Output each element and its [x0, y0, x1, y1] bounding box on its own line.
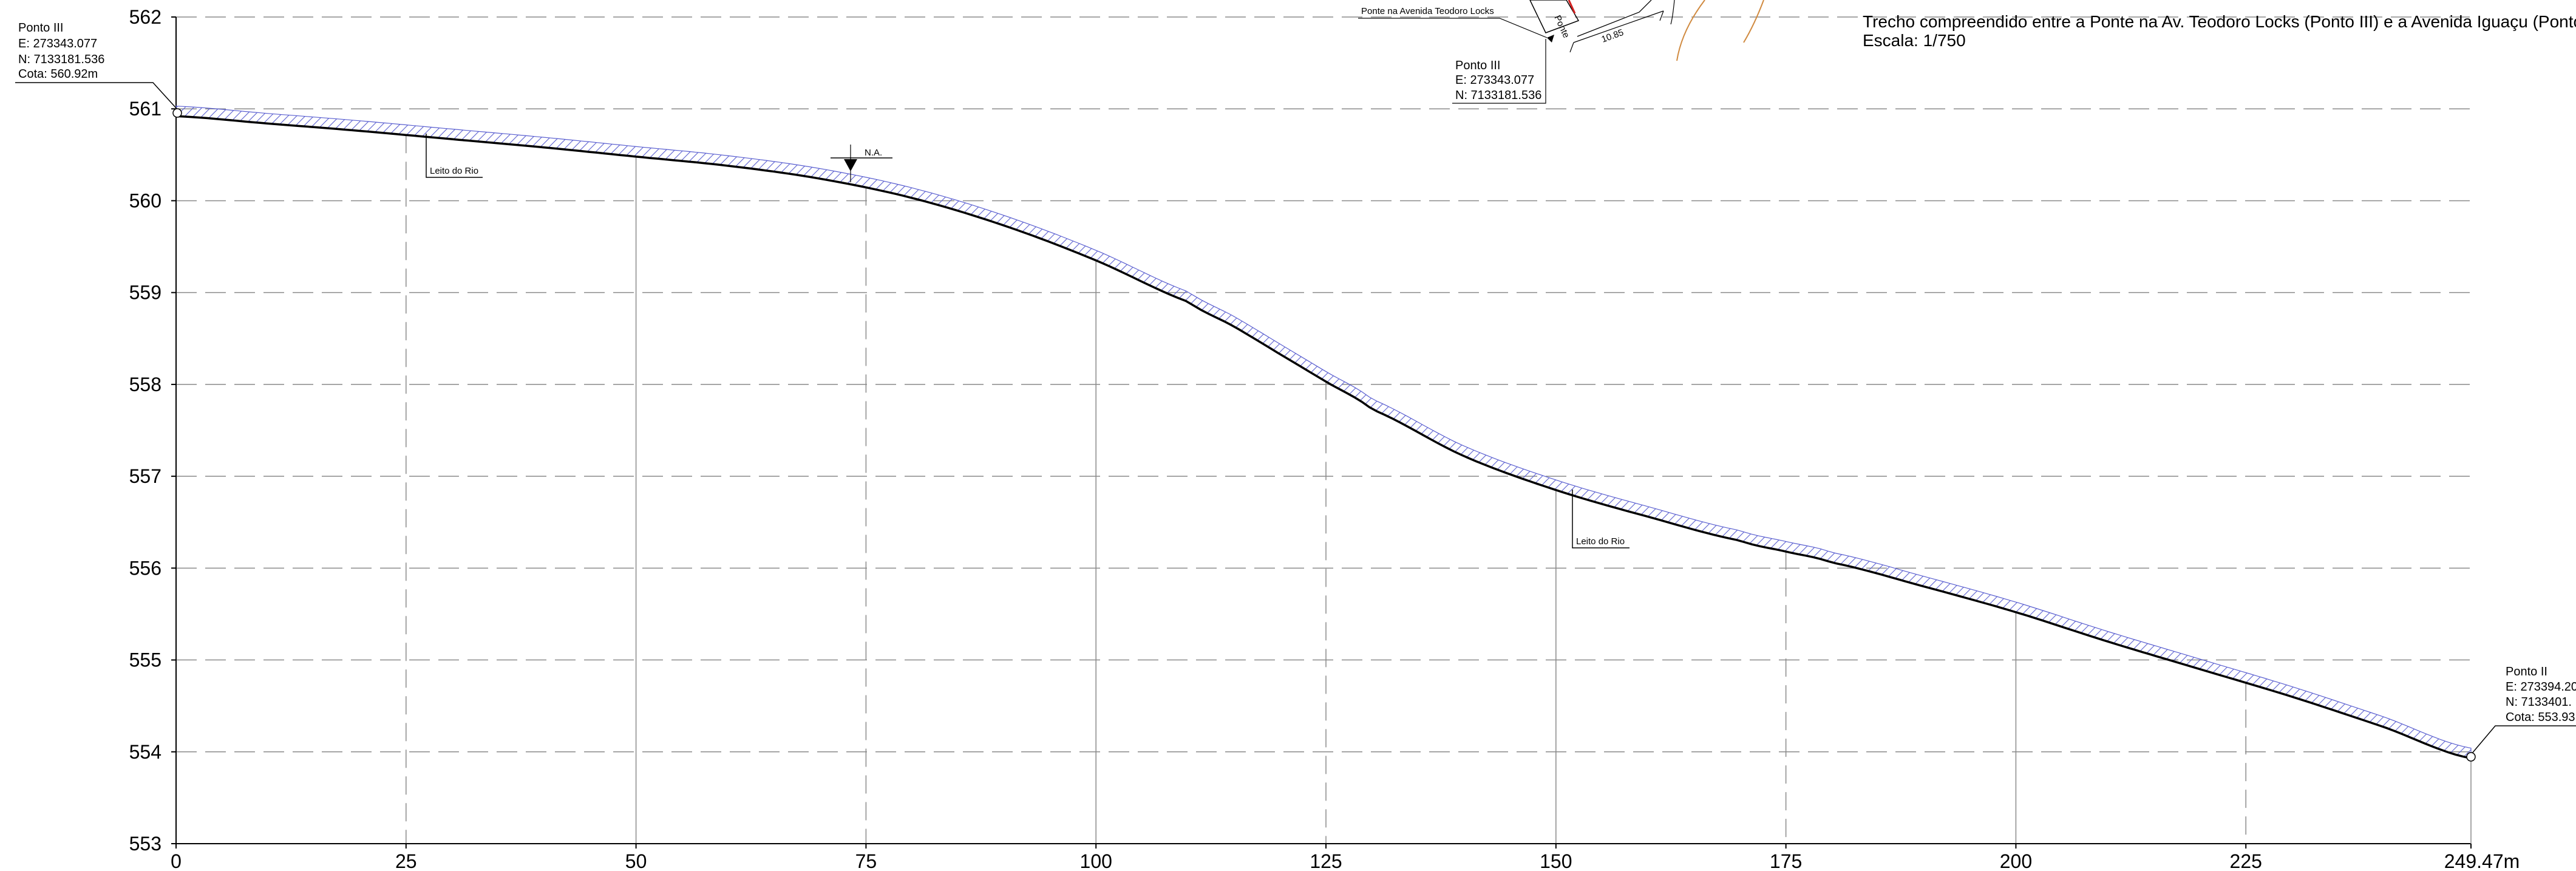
sketch-ponto-iii-name: Ponto III	[1455, 59, 1501, 72]
sketch-dimension-label: 10.85	[1600, 27, 1625, 45]
x-tick-label-10: 249.47m	[2444, 850, 2520, 871]
x-tick-label-9: 225	[2230, 850, 2262, 871]
leito-label-1: Leito do Rio	[430, 166, 478, 176]
leito-annotation-2: Leito do Rio	[1572, 490, 1630, 548]
water-level-label: N.A.	[865, 148, 882, 158]
location-sketch: Ponte na Avenida Teodoro Locks 10.85 Pon…	[1358, 0, 1764, 104]
y-tick-label-560: 560	[129, 190, 161, 211]
x-tick-label-7: 175	[1770, 850, 1802, 871]
sketch-small-label: Ponte	[1552, 14, 1571, 40]
ponto-ii-easting: E: 273394.20	[2506, 680, 2576, 694]
profile-line	[175, 115, 2472, 760]
sketch-ponto-iii-northing: N: 7133181.536	[1455, 89, 1541, 102]
grid-layer	[171, 16, 2472, 849]
profile-hatch-band	[175, 106, 2472, 759]
title-line-1: Trecho compreendido entre a Ponte na Av.…	[1863, 12, 2576, 31]
ponto-ii-leader	[2472, 725, 2576, 754]
x-tick-label-2: 50	[625, 850, 647, 871]
x-tick-label-3: 75	[855, 850, 877, 871]
x-tick-label-5: 125	[1310, 850, 1342, 871]
y-tick-label-553: 553	[129, 833, 161, 855]
y-tick-label-554: 554	[129, 741, 161, 763]
title-line-2: Escala: 1/750	[1863, 31, 1966, 50]
y-tick-label-556: 556	[129, 557, 161, 579]
ponto-ii-name: Ponto II	[2506, 665, 2547, 678]
ponto-ii-annotation: Ponto II E: 273394.20 N: 7133401. Cota: …	[2466, 665, 2576, 762]
ponto-iii-easting: E: 273343.077	[18, 37, 97, 50]
y-tick-label-562: 562	[129, 6, 161, 28]
x-tick-label-6: 150	[1540, 850, 1572, 871]
y-tick-label-559: 559	[129, 282, 161, 304]
water-level-symbol: N.A.	[831, 145, 892, 182]
y-tick-label-561: 561	[129, 98, 161, 120]
x-tick-label-8: 200	[2000, 850, 2032, 871]
ponto-iii-marker	[172, 108, 182, 118]
ponto-iii-elevation: Cota: 560.92m	[18, 67, 98, 81]
ponto-iii-leader	[15, 82, 178, 110]
ponto-iii-name: Ponto III	[18, 21, 64, 35]
profile-layer	[175, 106, 2472, 760]
ponto-iii-annotation: Ponto III E: 273343.077 N: 7133181.536 C…	[15, 21, 182, 118]
x-tick-label-1: 25	[395, 850, 417, 871]
ponto-ii-marker	[2466, 752, 2476, 762]
tick-layer: 553 554 555 556 557 558 559 560 561 562 0 25 50 75 100…	[129, 6, 2520, 871]
y-tick-label-557: 557	[129, 465, 161, 487]
x-tick-label-4: 100	[1080, 850, 1112, 871]
title-block: Trecho compreendido entre a Ponte na Av.…	[1863, 12, 2576, 50]
y-tick-label-558: 558	[129, 374, 161, 395]
sketch-ponto-iii-easting: E: 273343.077	[1455, 73, 1534, 87]
ponto-ii-elevation: Cota: 553.93	[2506, 711, 2575, 724]
y-tick-label-555: 555	[129, 649, 161, 671]
x-tick-label-0: 0	[171, 850, 182, 871]
leito-annotation-1: Leito do Rio	[426, 134, 483, 178]
bridge-label: Ponte na Avenida Teodoro Locks	[1361, 6, 1494, 16]
ponto-iii-northing: N: 7133181.536	[18, 53, 104, 66]
leito-label-2: Leito do Rio	[1576, 536, 1625, 547]
ponto-ii-northing: N: 7133401.	[2506, 695, 2572, 709]
